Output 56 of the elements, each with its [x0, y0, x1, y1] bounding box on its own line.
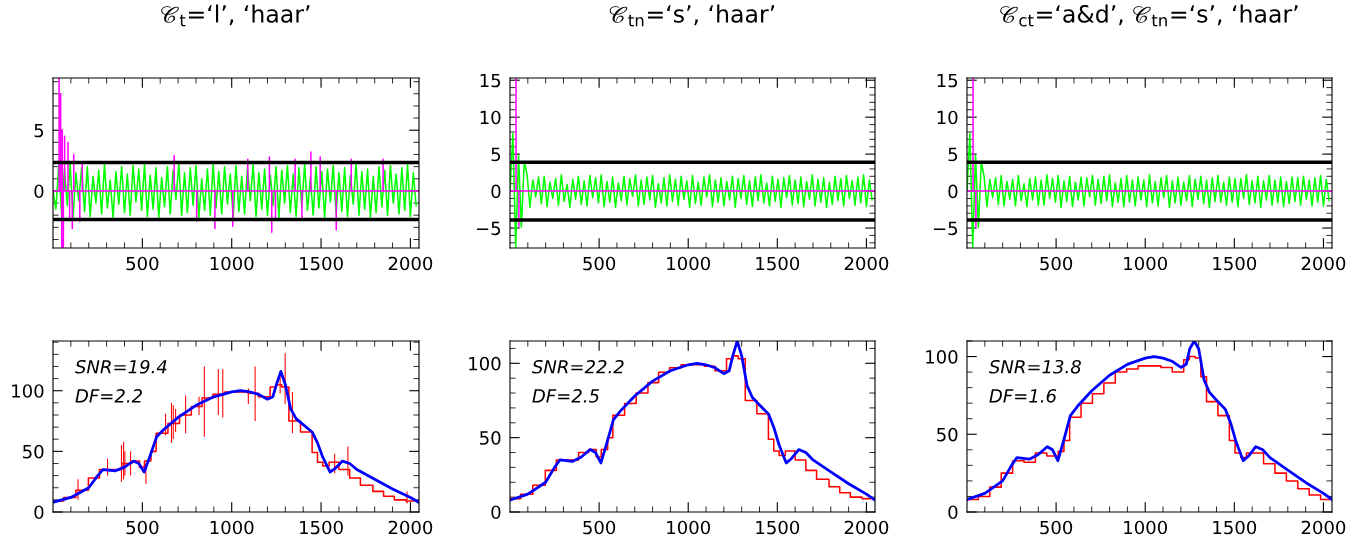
y-tick-label: 0	[948, 184, 958, 199]
x-tick-label: 1000	[1124, 256, 1167, 271]
x-tick-label: 2000	[1301, 256, 1346, 271]
x-tick-label: 1000	[667, 520, 710, 535]
y-tick-label: 0	[948, 505, 958, 520]
y-tick-label: −5	[476, 221, 501, 236]
y-tick-label: 100	[12, 384, 44, 398]
y-tick-label: 10	[937, 110, 958, 125]
x-tick-label: 1000	[210, 256, 254, 271]
annotation: DF=2.2	[75, 389, 142, 403]
y-tick-label: 5	[948, 147, 958, 162]
y-tick-label: 15	[480, 73, 501, 88]
x-tick-label: 2000	[1301, 520, 1346, 535]
y-tick-label: 50	[480, 431, 501, 445]
y-tick-label: 0	[34, 184, 44, 199]
x-tick-label: 500	[1040, 520, 1073, 535]
y-tick-label: 15	[937, 73, 958, 88]
x-tick-label: 2000	[844, 256, 889, 271]
y-tick-label: 0	[491, 184, 501, 199]
y-tick-label: 100	[469, 356, 501, 371]
chart-title: 𝒞$_{t}$=‘l’, ‘haar’	[161, 4, 310, 27]
y-tick-label: 5	[491, 147, 501, 162]
x-tick-label: 1000	[1124, 520, 1167, 535]
y-tick-label: 10	[480, 110, 501, 125]
line-series	[53, 163, 417, 219]
y-tick-label: −5	[933, 221, 958, 236]
x-tick-label: 1500	[756, 520, 800, 535]
x-tick-label: 1500	[1213, 520, 1257, 535]
annotation: DF=1.6	[989, 389, 1057, 403]
y-tick-label: 50	[937, 427, 958, 442]
y-tick-label: 0	[34, 505, 44, 520]
chart-title: 𝒞$_{ct}$=‘a&d’, 𝒞$_{tn}$=‘s’, ‘haar’	[1000, 4, 1298, 27]
y-tick-label: 0	[491, 505, 501, 520]
x-tick-label: 1500	[1213, 256, 1257, 271]
annotation: SNR=22.2	[532, 359, 624, 374]
x-tick-label: 500	[1040, 256, 1073, 271]
annotation: SNR=13.8	[989, 359, 1081, 374]
chart-title: 𝒞$_{tn}$=‘s’, ‘haar’	[609, 4, 775, 27]
annotation: SNR=19.4	[75, 359, 167, 374]
x-tick-label: 500	[583, 520, 616, 535]
x-tick-label: 1000	[667, 256, 710, 271]
x-tick-label: 500	[583, 256, 616, 271]
x-tick-label: 2000	[388, 256, 433, 271]
y-tick-label: 50	[23, 444, 44, 459]
x-tick-label: 2000	[844, 520, 889, 535]
x-tick-label: 1000	[210, 520, 254, 535]
x-tick-label: 500	[126, 256, 159, 271]
x-tick-label: 2000	[388, 520, 433, 535]
y-tick-label: 100	[926, 350, 958, 364]
y-tick-label: 5	[34, 123, 44, 138]
x-tick-label: 500	[126, 520, 159, 535]
x-tick-label: 1500	[300, 256, 343, 271]
annotation: DF=2.5	[532, 389, 600, 403]
line-series	[53, 78, 419, 248]
x-tick-label: 1500	[756, 256, 800, 271]
x-tick-label: 1500	[300, 520, 343, 535]
